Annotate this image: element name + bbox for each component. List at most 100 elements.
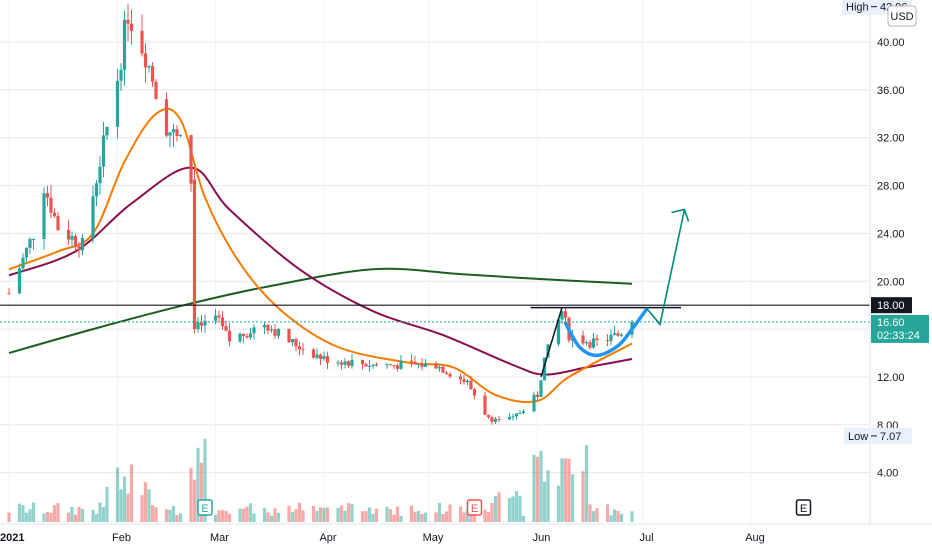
y-tick-label: 4.00 bbox=[877, 468, 898, 480]
volume-bar bbox=[119, 489, 123, 522]
candle-body bbox=[101, 135, 106, 167]
candle-body bbox=[227, 330, 232, 342]
last-tag-bg bbox=[871, 314, 929, 343]
currency-badge[interactable]: USD bbox=[887, 5, 917, 27]
earnings-marker[interactable]: E bbox=[197, 499, 213, 516]
volume-bar bbox=[416, 510, 421, 522]
candle-body bbox=[28, 239, 32, 248]
volume-bar bbox=[630, 511, 634, 522]
volume-bar bbox=[521, 515, 526, 522]
candle-body bbox=[371, 364, 375, 366]
candle-body bbox=[409, 360, 414, 362]
volume-bar bbox=[21, 505, 25, 522]
candle-body bbox=[497, 418, 501, 420]
volume-bar bbox=[311, 505, 316, 522]
volume-bar bbox=[7, 512, 11, 522]
earnings-marker[interactable]: E bbox=[466, 499, 483, 516]
time-axis[interactable]: 2021 Feb Mar Apr May Jun Jul Aug bbox=[0, 532, 765, 544]
candle-body bbox=[385, 364, 389, 366]
low-tag-label: Low bbox=[848, 431, 868, 443]
candle-body bbox=[437, 367, 442, 369]
candle-body bbox=[346, 361, 351, 366]
grid-lines bbox=[0, 0, 870, 524]
volume-bar bbox=[343, 510, 347, 522]
candle-body bbox=[591, 338, 596, 348]
volume-bar bbox=[605, 504, 610, 522]
volume-bar bbox=[409, 505, 414, 522]
resistance-price-tag: 18.00 bbox=[871, 297, 912, 314]
moving-average-short bbox=[8, 107, 633, 404]
volume-bar bbox=[591, 511, 596, 522]
volume-bar bbox=[413, 511, 417, 522]
volume-bar bbox=[584, 445, 589, 522]
candle-body bbox=[269, 329, 274, 331]
volume-bar bbox=[490, 503, 494, 522]
candle-body bbox=[462, 379, 466, 383]
candle-body bbox=[441, 367, 445, 373]
candle-body bbox=[203, 320, 207, 326]
earnings-marker[interactable]: E bbox=[795, 499, 812, 516]
volume-bar bbox=[252, 513, 256, 522]
candle-body bbox=[126, 19, 130, 24]
candle-body bbox=[413, 361, 417, 365]
candle-body bbox=[66, 230, 71, 240]
volume-bar bbox=[546, 470, 550, 522]
volume-bar bbox=[276, 512, 281, 522]
volume-bar bbox=[542, 481, 547, 522]
price-axis[interactable]: 44.0040.0036.0032.0028.0024.0020.0016.00… bbox=[877, 0, 905, 480]
volume-bar bbox=[105, 486, 109, 522]
volume-bar bbox=[66, 512, 71, 522]
volume-bar bbox=[17, 503, 22, 522]
candle-body bbox=[73, 235, 78, 247]
low-tag-value: 7.07 bbox=[880, 431, 901, 443]
volume-bar bbox=[266, 512, 270, 522]
candlesticks bbox=[7, 3, 634, 425]
volume-bar bbox=[493, 495, 498, 522]
volume-bar bbox=[129, 464, 134, 522]
candle-body bbox=[294, 339, 298, 347]
volume-bar bbox=[73, 514, 78, 522]
volume-bar bbox=[483, 509, 487, 522]
volume-bar bbox=[385, 506, 389, 522]
volume-bar bbox=[80, 509, 85, 522]
candle-body bbox=[542, 357, 547, 381]
volume-bar bbox=[77, 506, 81, 522]
volume-bar bbox=[213, 514, 218, 522]
candle-body bbox=[311, 349, 316, 358]
volume-bar bbox=[619, 513, 624, 522]
y-tick-label: 36.00 bbox=[877, 85, 905, 97]
volume-bar bbox=[24, 512, 29, 522]
candle-body bbox=[588, 342, 592, 348]
x-tick-label: Feb bbox=[112, 532, 131, 544]
y-tick-label: 12.00 bbox=[877, 372, 905, 384]
candle-body bbox=[220, 317, 225, 327]
volume-bar bbox=[290, 512, 295, 522]
candle-body bbox=[56, 216, 60, 231]
volume-bar bbox=[360, 511, 365, 522]
volume-bar bbox=[245, 506, 249, 522]
candle-body bbox=[605, 340, 610, 342]
candle-body bbox=[444, 372, 449, 375]
candle-body bbox=[98, 166, 102, 184]
candle-body bbox=[535, 394, 540, 397]
candle-body bbox=[115, 80, 120, 127]
candle-body bbox=[367, 365, 372, 367]
candle-body bbox=[514, 413, 519, 417]
candle-body bbox=[266, 324, 270, 331]
candle-body bbox=[364, 364, 368, 367]
earnings-marker-box bbox=[795, 499, 812, 516]
volume-bar bbox=[115, 467, 120, 522]
candle-body bbox=[178, 135, 183, 137]
candle-body bbox=[493, 418, 498, 422]
x-tick-label: Aug bbox=[745, 532, 765, 544]
candle-body bbox=[560, 311, 564, 320]
candle-body bbox=[581, 335, 585, 344]
x-tick-label: Jun bbox=[533, 532, 551, 544]
volume-bar bbox=[595, 508, 599, 522]
currency-label: USD bbox=[890, 11, 913, 23]
volume-bar bbox=[322, 507, 326, 522]
candle-body bbox=[343, 361, 347, 365]
